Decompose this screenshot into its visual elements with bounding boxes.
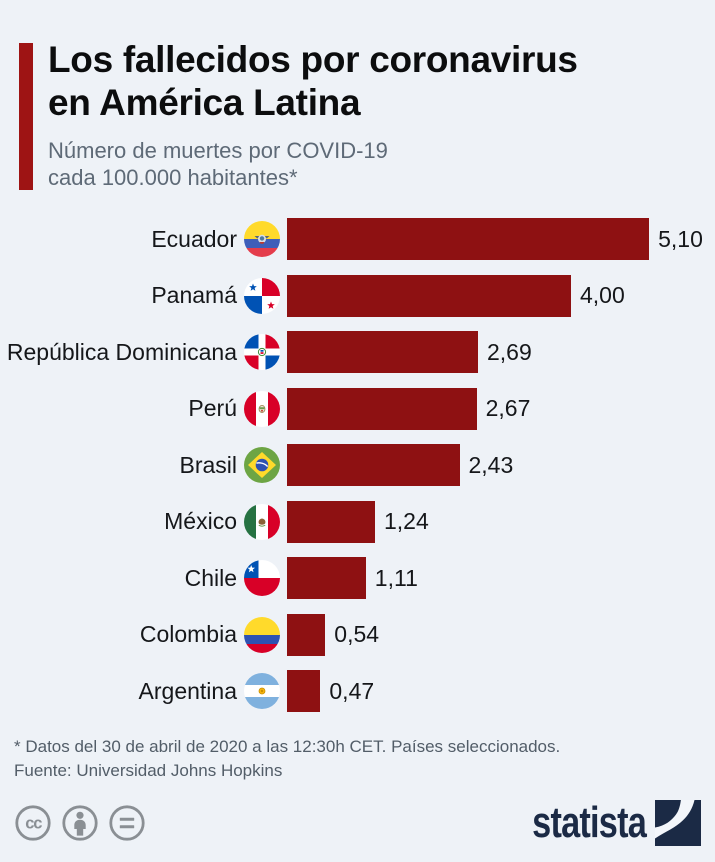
country-label: República Dominicana bbox=[6, 338, 237, 365]
colombia-flag-icon bbox=[244, 616, 280, 653]
header: Los fallecidos por coronavirus en América… bbox=[48, 38, 578, 191]
chart-title: Los fallecidos por coronavirus en América… bbox=[48, 38, 578, 124]
ecuador-flag-icon bbox=[244, 221, 280, 258]
bar bbox=[287, 613, 326, 656]
statista-logo-mark bbox=[655, 800, 701, 846]
chart-row: Chile 1,11 bbox=[0, 550, 715, 607]
chart-row: Perú 2,67 bbox=[0, 381, 715, 438]
chart-title-line1: Los fallecidos por coronavirus bbox=[48, 39, 578, 80]
country-label: Perú bbox=[188, 395, 237, 422]
peru-flag-icon bbox=[244, 390, 280, 427]
value-label: 2,67 bbox=[485, 395, 531, 422]
chart-rows: Ecuador 5,10 Panamá 4,00 República Domin… bbox=[0, 211, 715, 720]
chart-row: Argentina 0,47 bbox=[0, 663, 715, 720]
country-label: Brasil bbox=[179, 451, 237, 478]
country-label: Ecuador bbox=[151, 225, 237, 252]
bar bbox=[287, 557, 366, 600]
value-label: 0,54 bbox=[334, 621, 380, 648]
country-label: Argentina bbox=[138, 677, 237, 704]
value-label: 2,69 bbox=[487, 338, 532, 365]
bar bbox=[287, 331, 478, 374]
country-label: México bbox=[164, 508, 237, 535]
bar bbox=[287, 444, 460, 487]
statista-wordmark: statista bbox=[532, 798, 647, 847]
argentina-flag-icon bbox=[244, 673, 280, 710]
chile-flag-icon bbox=[244, 560, 280, 597]
country-label: Panamá bbox=[151, 282, 237, 309]
chart-subtitle-line1: Número de muertes por COVID-19 bbox=[48, 138, 388, 163]
footnote: * Datos del 30 de abril de 2020 a las 12… bbox=[14, 735, 560, 783]
statista-logo[interactable]: statista bbox=[500, 800, 701, 846]
chart-subtitle: Número de muertes por COVID-19 cada 100.0… bbox=[48, 137, 578, 191]
bar bbox=[287, 218, 650, 261]
license-icons: cc bbox=[14, 804, 146, 842]
footnote-line2: Fuente: Universidad Johns Hopkins bbox=[14, 761, 283, 780]
brazil-flag-icon bbox=[244, 447, 280, 484]
dominican-republic-flag-icon bbox=[244, 334, 280, 371]
chart-row: República Dominicana 2,69 bbox=[0, 324, 715, 381]
chart-row: Ecuador 5,10 bbox=[0, 211, 715, 268]
cc-icon[interactable]: cc bbox=[14, 804, 52, 842]
title-accent-bar bbox=[19, 43, 33, 190]
footnote-line1: * Datos del 30 de abril de 2020 a las 12… bbox=[14, 737, 561, 756]
value-label: 4,00 bbox=[580, 282, 625, 309]
chart-row: Brasil 2,43 bbox=[0, 437, 715, 494]
chart-title-line2: en América Latina bbox=[48, 82, 361, 123]
bar bbox=[287, 670, 321, 713]
value-label: 0,47 bbox=[329, 677, 375, 704]
panama-flag-icon bbox=[244, 277, 280, 314]
attribution-icon[interactable] bbox=[61, 804, 99, 842]
bar bbox=[287, 387, 477, 430]
bar-chart: Ecuador 5,10 Panamá 4,00 República Domin… bbox=[0, 211, 715, 720]
bar bbox=[287, 500, 375, 543]
bottom-bar: cc statista bbox=[14, 799, 701, 847]
chart-row: México 1,24 bbox=[0, 494, 715, 551]
country-label: Colombia bbox=[139, 621, 237, 648]
bar bbox=[287, 274, 571, 317]
mexico-flag-icon bbox=[244, 503, 280, 540]
value-label: 5,10 bbox=[658, 225, 703, 252]
chart-subtitle-line2: cada 100.000 habitantes* bbox=[48, 165, 298, 190]
chart-row: Panamá 4,00 bbox=[0, 268, 715, 325]
chart-row: Colombia 0,54 bbox=[0, 607, 715, 664]
value-label: 1,11 bbox=[374, 564, 418, 591]
value-label: 2,43 bbox=[468, 451, 514, 478]
no-derivatives-icon[interactable] bbox=[108, 804, 146, 842]
country-label: Chile bbox=[184, 564, 237, 591]
value-label: 1,24 bbox=[384, 508, 429, 535]
svg-text:cc: cc bbox=[25, 815, 42, 833]
